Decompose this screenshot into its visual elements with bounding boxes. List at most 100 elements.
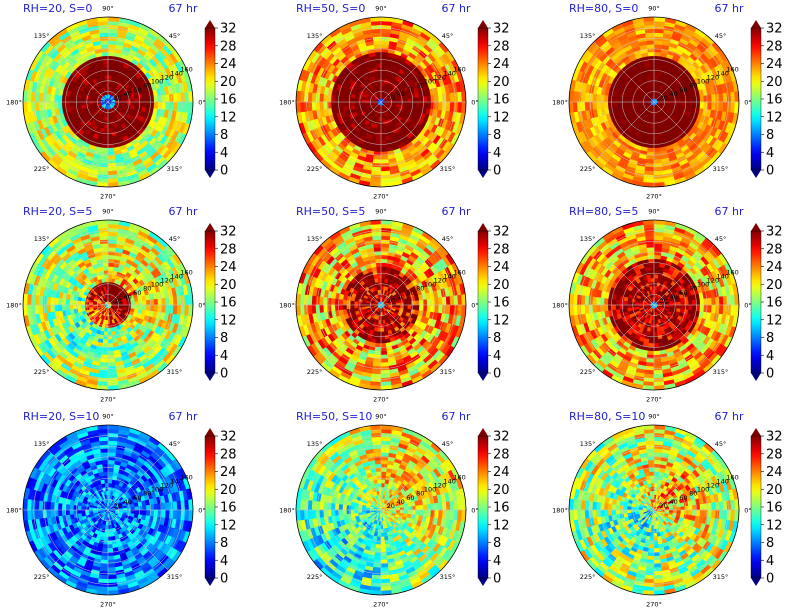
colorbar-tick-label: 0 <box>493 164 501 179</box>
heatmap-cell <box>407 304 413 310</box>
heatmap-cell <box>102 262 109 268</box>
heatmap-cell <box>380 17 393 22</box>
heatmap-cell <box>407 101 413 107</box>
heatmap-cell <box>105 113 109 118</box>
grid-spoke <box>320 101 382 163</box>
angle-tick-label: 180° <box>6 302 22 310</box>
heatmap-cell <box>403 304 409 309</box>
colorbar-tick-label: 24 <box>220 57 237 72</box>
heatmap-cell <box>145 304 151 311</box>
angle-tick-label: 135° <box>307 32 323 40</box>
heatmap-cell <box>102 139 109 145</box>
colorbar-tick-label: 8 <box>766 128 774 143</box>
heatmap-cell <box>378 117 382 122</box>
colorbar-tick-label: 16 <box>493 93 510 108</box>
heatmap-cell <box>376 128 382 134</box>
heatmap-cell <box>107 342 114 348</box>
grid-spoke <box>107 101 169 163</box>
heatmap-cell <box>688 101 693 108</box>
heatmap-cell <box>72 300 78 306</box>
heatmap-cell <box>415 101 420 108</box>
heatmap-cell <box>69 96 74 103</box>
heatmap-cell <box>107 262 114 268</box>
heatmap-cell <box>107 86 111 91</box>
heatmap-cell <box>104 124 109 130</box>
grid-spoke <box>107 41 169 103</box>
heatmap-cell <box>376 132 382 138</box>
heatmap-cell <box>651 113 655 118</box>
angle-tick-label: 135° <box>34 235 50 243</box>
heatmap-cell <box>653 63 660 68</box>
heatmap-cell <box>415 96 420 103</box>
heatmap-cell <box>615 96 620 103</box>
polar-panel: 2040608010012014016090°45°0°315°270°225°… <box>552 2 782 201</box>
heatmap-cell <box>461 101 466 114</box>
radial-tick-label: 120 <box>161 74 173 82</box>
heatmap-cell <box>107 273 113 279</box>
heatmap-cell <box>669 101 674 105</box>
heatmap-cell <box>142 101 147 108</box>
colorbar-extend-max <box>205 223 215 231</box>
angle-tick-label: 180° <box>6 99 22 107</box>
colorbar-tick-label: 4 <box>220 349 228 364</box>
radial-tick-label: 20 <box>114 94 122 102</box>
heatmap-cell <box>342 299 347 306</box>
heatmap-cell <box>626 98 632 103</box>
heatmap-cell <box>611 101 617 108</box>
heatmap-cell <box>380 136 387 141</box>
heatmap-cell <box>361 302 366 306</box>
colorbar-tick-label: 4 <box>493 146 501 161</box>
heatmap-cell <box>380 285 384 290</box>
heatmap-cell <box>105 320 109 325</box>
heatmap-cell <box>107 266 114 271</box>
heatmap-cell <box>103 335 109 341</box>
heatmap-cell <box>134 101 140 107</box>
heatmap-cell <box>107 339 114 344</box>
heatmap-cell <box>102 59 109 65</box>
polar-frame <box>22 16 194 188</box>
heatmap-cell <box>105 316 109 321</box>
panel-title-right: 67 hr <box>169 2 198 15</box>
angle-tick-label: 315° <box>167 165 183 173</box>
angle-tick-label: 180° <box>279 99 295 107</box>
heatmap-cell <box>65 304 71 311</box>
heatmap-cell <box>380 66 386 72</box>
heatmap-cell <box>142 96 147 103</box>
heatmap-cell <box>349 300 355 306</box>
angle-tick-label: 270° <box>373 193 389 201</box>
radial-tick-label: 40 <box>123 293 131 301</box>
heatmap-cell <box>107 139 114 145</box>
heatmap-cell <box>88 99 93 103</box>
heatmap-cell <box>92 99 97 103</box>
heatmap-cell <box>102 339 109 344</box>
radial-tick-label: 60 <box>679 86 687 94</box>
heatmap-cell <box>345 97 351 103</box>
angle-tick-label: 315° <box>713 165 729 173</box>
radial-tick-label: 160 <box>180 268 192 276</box>
radial-tick-label: 40 <box>396 90 404 98</box>
angle-tick-label: 45° <box>715 32 727 40</box>
heatmap-cell <box>107 63 114 68</box>
heatmap-cell <box>103 128 109 134</box>
heatmap-cell <box>380 86 384 91</box>
heatmap-cell <box>651 117 655 122</box>
colorbar-tick-label: 32 <box>220 225 237 240</box>
angle-tick-label: 225° <box>34 368 50 376</box>
heatmap-cell <box>615 101 620 108</box>
panel-title-left: RH=20, S=0 <box>23 2 92 15</box>
panel-title-left: RH=20, S=5 <box>23 205 92 218</box>
angle-tick-label: 90° <box>102 5 114 13</box>
heatmap-cell <box>103 132 109 138</box>
heatmap-cell <box>375 139 382 145</box>
heatmap-cell <box>648 63 655 68</box>
radial-tick-label: 100 <box>424 78 436 86</box>
colorbar-extend-max <box>751 20 761 28</box>
colorbar-tick-label: 32 <box>493 22 510 37</box>
colorbar-tick-label: 8 <box>220 128 228 143</box>
colorbar-tick-label: 8 <box>220 331 228 346</box>
heatmap-cell <box>107 82 111 87</box>
heatmap-cell <box>107 269 113 275</box>
angle-tick-label: 0° <box>198 302 205 310</box>
heatmap-cell <box>103 331 109 337</box>
